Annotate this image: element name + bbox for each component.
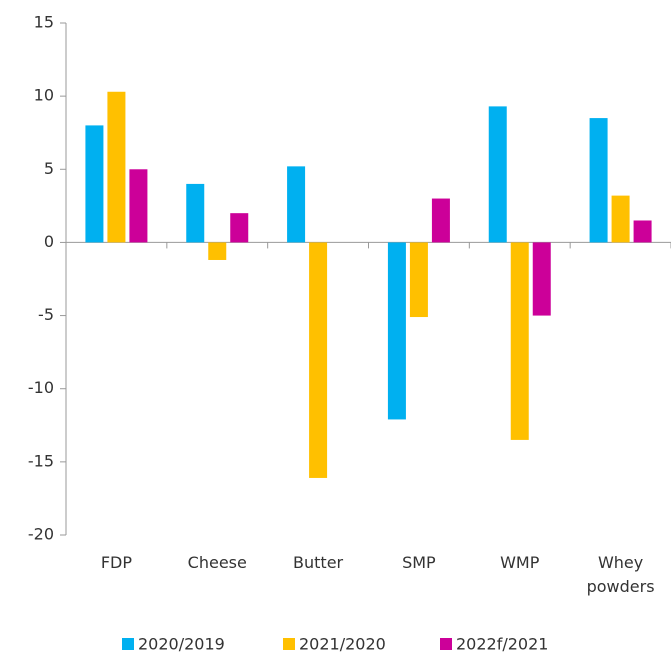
- bar: [409, 242, 428, 318]
- bar: [186, 183, 205, 243]
- bar: [129, 169, 148, 243]
- bar: [510, 242, 529, 440]
- legend-swatch: [440, 638, 452, 650]
- legend-label: 2021/2020: [299, 635, 386, 654]
- y-tick-label: 5: [44, 159, 54, 178]
- y-tick-label: 10: [34, 86, 54, 105]
- y-tick-label: 0: [44, 232, 54, 251]
- bar: [107, 91, 126, 243]
- y-tick-label: -5: [38, 305, 54, 324]
- bar: [230, 213, 249, 243]
- x-tick-label: FDP: [100, 553, 132, 572]
- legend-swatch: [122, 638, 134, 650]
- bar: [208, 242, 227, 260]
- bar: [287, 166, 306, 243]
- legend-label: 2022f/2021: [456, 635, 548, 654]
- x-tick-label: SMP: [402, 553, 436, 572]
- bar: [532, 242, 551, 316]
- x-tick-label: Whey powders: [586, 553, 655, 596]
- x-tick-label: Butter: [293, 553, 344, 572]
- bar: [589, 118, 608, 243]
- y-tick-label: -20: [28, 525, 54, 544]
- legend-swatch: [283, 638, 295, 650]
- y-tick-label: -15: [28, 451, 54, 470]
- bar: [611, 195, 630, 243]
- bar: [309, 242, 328, 478]
- bar: [431, 198, 450, 243]
- bar: [633, 220, 652, 243]
- x-tick-label: Cheese: [187, 553, 247, 572]
- y-tick-label: 15: [34, 13, 54, 32]
- y-tick-label: -10: [28, 378, 54, 397]
- bar: [387, 242, 406, 420]
- bar: [488, 106, 507, 243]
- bar: [85, 125, 104, 243]
- x-tick-label: WMP: [500, 553, 540, 572]
- legend-label: 2020/2019: [138, 635, 225, 654]
